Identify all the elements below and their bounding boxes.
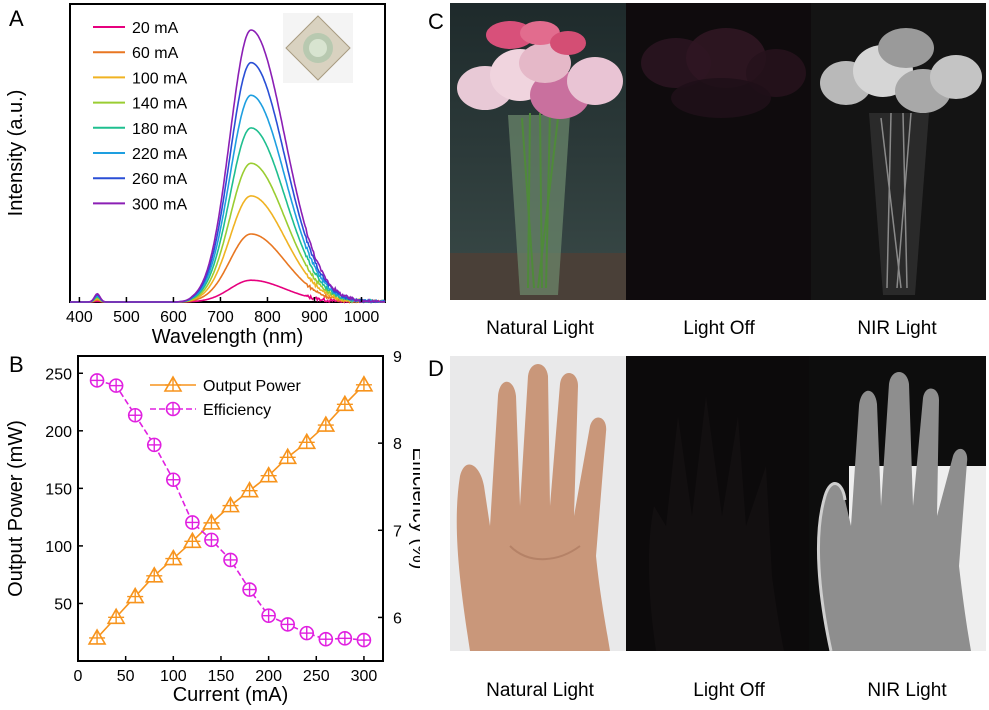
efficiency-point [89, 373, 105, 388]
caption-c-light-off: Light Off [683, 318, 755, 339]
legend-label: 140 mA [132, 96, 187, 113]
efficiency-point [166, 472, 181, 488]
legend-label: 300 mA [132, 196, 187, 213]
caption-d-nir-light: NIR Light [867, 680, 947, 701]
output-power-point [259, 466, 279, 483]
nir-light-hand-photo [809, 356, 986, 651]
output-power-point [144, 566, 164, 583]
efficiency-point [280, 617, 295, 632]
plot-frame [69, 3, 386, 303]
efficiency-point [223, 552, 238, 568]
nir-light-flowers-photo [811, 3, 986, 300]
x-tick-label: 800 [254, 309, 281, 326]
legend-label-output-power: Output Power [203, 378, 302, 395]
natural-light-flowers-photo [450, 3, 626, 300]
y-axis-label: Output Power (mW) [5, 420, 27, 597]
legend-label-efficiency: Efficiency [203, 402, 271, 419]
output-power-point [335, 394, 355, 412]
efficiency-point [146, 437, 162, 453]
x-tick-label: 900 [301, 309, 328, 326]
output-power-point [125, 586, 145, 604]
x-tick-label: 300 [351, 668, 378, 685]
output-power-point [354, 375, 374, 392]
panel-label-d: D [428, 356, 444, 381]
x-tick-label: 100 [160, 668, 187, 685]
output-power-point [316, 415, 336, 432]
y-tick-label: 250 [45, 366, 72, 383]
caption-c-nir-light: NIR Light [857, 318, 937, 339]
legend-label: 20 mA [132, 20, 179, 37]
output-power-point [106, 607, 126, 625]
caption-d-light-off: Light Off [693, 680, 765, 701]
y2-axis-label: Efficiency (%) [408, 448, 420, 570]
y-tick-label: 100 [45, 539, 72, 556]
x-tick-label: 200 [255, 668, 282, 685]
efficiency-point [127, 407, 143, 423]
x-axis-label: Current (mA) [173, 684, 289, 706]
spectrum-line-140-mA [70, 162, 385, 304]
output-power-point [163, 548, 183, 566]
output-power-point [202, 513, 221, 530]
led-package-photo [283, 13, 353, 83]
efficiency-point [242, 582, 257, 597]
plot-frame [77, 355, 384, 662]
x-tick-label: 250 [303, 668, 330, 685]
x-tick-label: 400 [66, 309, 93, 326]
x-tick-label: 1000 [344, 309, 380, 326]
efficiency-point [204, 532, 219, 548]
y2-tick-label: 7 [393, 523, 402, 540]
efficiency-point [261, 608, 276, 623]
y2-tick-label: 9 [393, 350, 402, 366]
efficiency-point [356, 632, 372, 648]
legend-label: 220 mA [132, 146, 187, 163]
y-tick-label: 150 [45, 481, 72, 498]
spectrum-line-220-mA [70, 94, 386, 304]
legend-label: 60 mA [132, 45, 179, 62]
spectrum-line-300-mA [70, 29, 386, 304]
x-tick-label: 150 [208, 668, 235, 685]
efficiency-point [337, 631, 353, 646]
efficiency-point [318, 631, 334, 647]
legend-marker-output-power [163, 375, 183, 392]
output-power-point [182, 531, 202, 549]
output-power-point [240, 481, 259, 498]
caption-c-natural-light: Natural Light [486, 318, 594, 339]
x-tick-label: 600 [160, 309, 187, 326]
spectra-chart: 20 mA 60 mA 100 mA 140 mA 180 mA 220 mA 260 mA… [5, 3, 386, 348]
inset-phosphor-center [309, 39, 327, 57]
caption-d-natural-light: Natural Light [486, 680, 594, 701]
x-tick-label: 500 [113, 309, 140, 326]
light-off-hand-photo [626, 356, 809, 651]
panel-label-a: A [9, 6, 24, 31]
panel-label-b: B [9, 352, 24, 377]
x-tick-label: 0 [74, 668, 83, 685]
power-efficiency-chart: 0 50 100 150 200 250 300 50 100 150 200 250 6 7 8 9 Curr… [5, 350, 420, 706]
output-power-point [297, 432, 317, 450]
efficiency-point [299, 625, 315, 641]
legend-label: 180 mA [132, 121, 187, 138]
y2-tick-label: 8 [393, 436, 402, 453]
y-tick-label: 50 [54, 596, 72, 613]
y-axis-label: Intensity (a.u.) [5, 90, 27, 217]
y2-tick-label: 6 [393, 610, 402, 627]
efficiency-point [185, 515, 200, 530]
x-tick-label: 700 [207, 309, 234, 326]
x-axis-label: Wavelength (nm) [152, 326, 304, 348]
panel-label-c: C [428, 9, 444, 34]
legend-label: 100 mA [132, 70, 187, 87]
light-off-flowers-photo [626, 3, 811, 300]
natural-light-hand-photo [450, 356, 626, 651]
legend-label: 260 mA [132, 171, 187, 188]
legend-marker-efficiency [165, 401, 181, 417]
output-power-point [221, 496, 240, 513]
efficiency-point [108, 378, 124, 393]
x-tick-label: 50 [117, 668, 135, 685]
output-power-point [278, 447, 298, 465]
y-tick-label: 200 [45, 424, 72, 441]
output-power-point [87, 628, 107, 645]
